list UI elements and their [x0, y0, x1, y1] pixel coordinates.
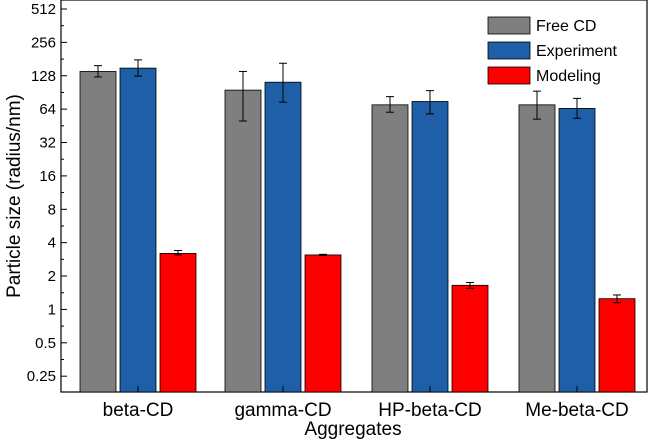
- y-tick-label: 0.25: [27, 368, 56, 385]
- x-tick-label: beta-CD: [103, 400, 174, 421]
- bar: [159, 253, 197, 393]
- bars: [79, 67, 636, 393]
- bar: [451, 284, 489, 393]
- x-axis-labels: beta-CD gamma-CD HP-beta-CD Me-beta-CD: [103, 386, 629, 421]
- y-axis-title: Particle size (radius/nm): [4, 94, 25, 298]
- bar: [79, 71, 117, 393]
- legend-swatch: [487, 16, 531, 35]
- legend-swatch: [487, 66, 531, 85]
- y-tick-label: 16: [39, 168, 56, 185]
- y-tick-label: 512: [31, 1, 56, 18]
- bar: [371, 104, 409, 393]
- x-axis-title: Aggregates: [304, 419, 401, 439]
- y-tick-label: 4: [48, 235, 56, 252]
- y-tick-label: 8: [48, 201, 56, 218]
- bar: [558, 107, 596, 393]
- y-tick-label: 0.5: [35, 335, 56, 352]
- bar: [304, 254, 342, 393]
- bar: [119, 67, 157, 393]
- y-axis: 0.25 0.5 1 2 4 8 16 32 64 128 256 512: [27, 1, 67, 385]
- legend-swatch: [487, 41, 531, 60]
- bar: [264, 81, 302, 393]
- bar: [224, 89, 262, 393]
- x-tick-label: gamma-CD: [234, 400, 331, 421]
- error-bars: [94, 59, 621, 304]
- y-tick-label: 32: [39, 135, 56, 152]
- x-tick-label: HP-beta-CD: [378, 400, 481, 421]
- bar: [598, 298, 636, 393]
- bar: [411, 101, 449, 393]
- x-tick-label: Me-beta-CD: [525, 400, 628, 421]
- legend-label: Free CD: [536, 18, 596, 35]
- y-tick-label: 256: [31, 34, 56, 51]
- legend: Free CD Experiment Modeling: [487, 16, 617, 85]
- plot-frame: [60, 0, 648, 393]
- y-tick-label: 128: [31, 68, 56, 85]
- bar: [518, 104, 556, 393]
- legend-label: Experiment: [536, 43, 617, 60]
- y-tick-label: 2: [48, 268, 56, 285]
- y-tick-label: 1: [48, 301, 56, 318]
- legend-label: Modeling: [536, 68, 601, 85]
- y-tick-label: 64: [39, 101, 56, 118]
